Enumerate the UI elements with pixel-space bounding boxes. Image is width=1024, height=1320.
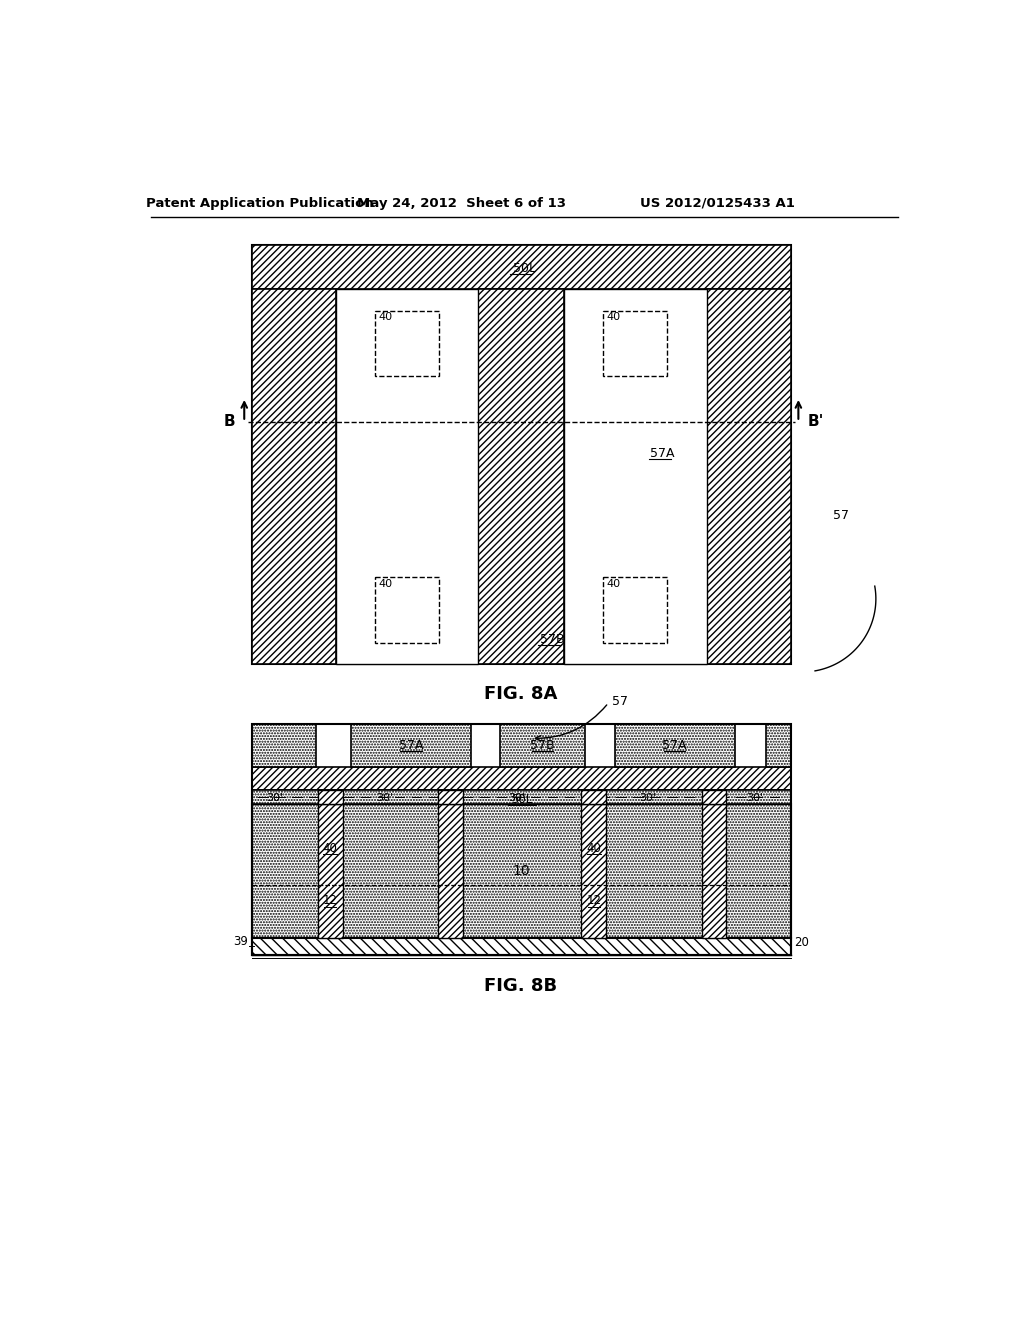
Text: B': B': [808, 414, 824, 429]
Text: 30': 30': [640, 793, 656, 804]
Bar: [603, 312, 667, 376]
Bar: [614, 725, 735, 767]
Bar: [375, 312, 438, 376]
Bar: [582, 804, 606, 939]
Bar: [766, 725, 791, 767]
Text: 57: 57: [834, 510, 849, 523]
Text: May 24, 2012  Sheet 6 of 13: May 24, 2012 Sheet 6 of 13: [356, 197, 565, 210]
Text: 30': 30': [376, 793, 393, 804]
Text: 30': 30': [746, 793, 764, 804]
Text: US 2012/0125433 A1: US 2012/0125433 A1: [640, 197, 795, 210]
Bar: [701, 789, 726, 804]
Bar: [252, 244, 791, 664]
Bar: [438, 804, 463, 939]
Text: 40: 40: [587, 842, 601, 855]
Bar: [317, 804, 343, 939]
Text: FIG. 8A: FIG. 8A: [484, 685, 558, 702]
Bar: [252, 767, 791, 789]
Bar: [252, 725, 315, 767]
Text: 57A: 57A: [663, 739, 687, 751]
Bar: [252, 804, 791, 939]
Text: 57B: 57B: [530, 739, 555, 751]
Text: 40: 40: [323, 842, 338, 855]
Bar: [500, 725, 586, 767]
Text: 30': 30': [508, 793, 525, 804]
Text: 10: 10: [512, 863, 529, 878]
Text: FIG. 8B: FIG. 8B: [484, 977, 557, 995]
Bar: [582, 789, 606, 804]
Bar: [478, 289, 563, 664]
Text: 39: 39: [233, 935, 248, 948]
Bar: [563, 289, 707, 664]
Bar: [438, 789, 463, 804]
Bar: [252, 244, 791, 289]
Text: 50L: 50L: [513, 261, 537, 275]
Bar: [317, 789, 343, 804]
Text: 20: 20: [795, 936, 809, 949]
Text: Patent Application Publication: Patent Application Publication: [145, 197, 374, 210]
Bar: [252, 939, 791, 956]
Text: 57A: 57A: [650, 446, 675, 459]
Bar: [375, 577, 438, 643]
Bar: [701, 804, 726, 939]
Text: 40: 40: [606, 578, 621, 589]
Text: 30': 30': [266, 793, 283, 804]
Text: 40: 40: [378, 312, 392, 322]
Text: 12: 12: [587, 894, 601, 907]
Text: 12: 12: [323, 894, 338, 907]
Text: 40: 40: [606, 312, 621, 322]
Text: 40: 40: [378, 578, 392, 589]
Text: 57A: 57A: [398, 739, 423, 751]
Bar: [563, 289, 707, 664]
Text: 57B: 57B: [540, 634, 564, 647]
Text: B: B: [223, 414, 234, 429]
Text: 57: 57: [612, 694, 629, 708]
Bar: [252, 725, 791, 956]
Bar: [336, 289, 478, 664]
Bar: [336, 289, 478, 664]
Bar: [603, 577, 667, 643]
Bar: [252, 289, 336, 664]
Bar: [351, 725, 471, 767]
Bar: [252, 789, 791, 804]
Text: 50L: 50L: [511, 793, 532, 807]
Bar: [707, 289, 791, 664]
